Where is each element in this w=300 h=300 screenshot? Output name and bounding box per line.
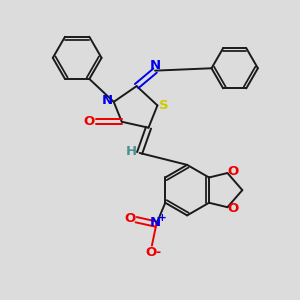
Text: S: S <box>159 99 169 112</box>
Text: N: N <box>150 59 161 72</box>
Text: N: N <box>150 217 161 230</box>
Text: O: O <box>228 165 239 178</box>
Text: O: O <box>83 115 95 128</box>
Text: O: O <box>146 246 157 259</box>
Text: N: N <box>102 94 113 106</box>
Text: +: + <box>158 213 167 223</box>
Text: O: O <box>228 202 239 215</box>
Text: O: O <box>124 212 135 225</box>
Text: H: H <box>126 145 137 158</box>
Text: -: - <box>155 246 160 259</box>
